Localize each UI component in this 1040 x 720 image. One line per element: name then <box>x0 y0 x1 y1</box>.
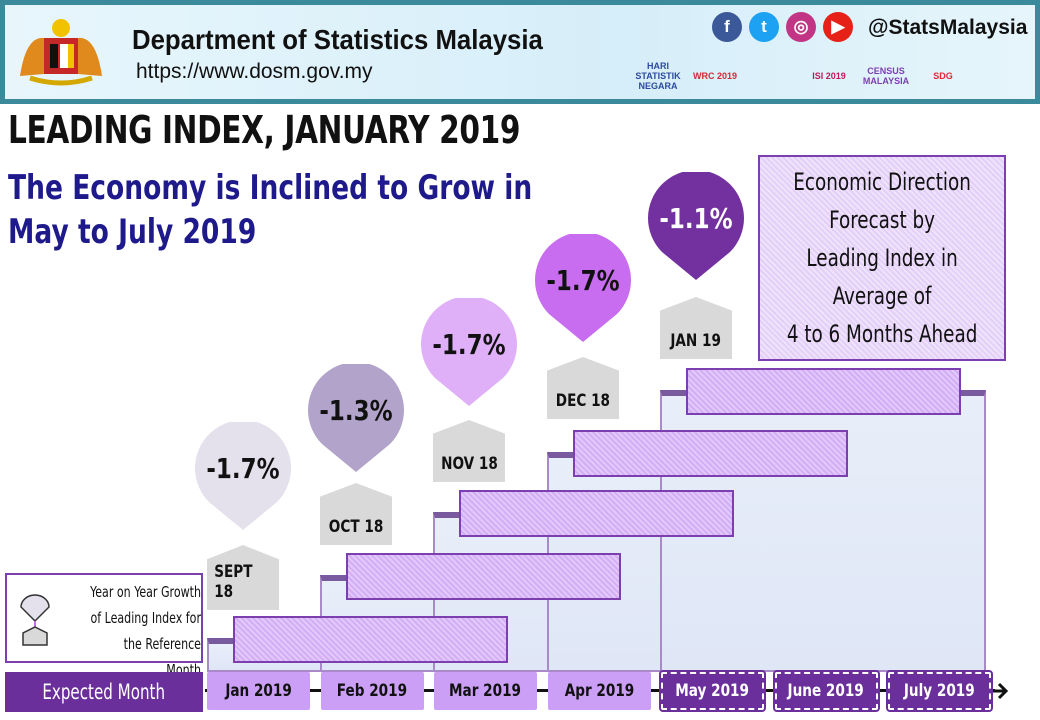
timeline-month-text: Jan 2019 <box>225 681 292 701</box>
timeline-month: Feb 2019 <box>320 672 424 710</box>
partner-logo: CENSUS MALAYSIA <box>862 66 910 86</box>
timeline-month: July 2019 <box>886 670 993 712</box>
growth-value: -1.1% <box>659 202 733 235</box>
forecast-line: Average of <box>832 282 932 310</box>
growth-value: -1.7% <box>206 452 280 485</box>
org-url[interactable]: https://www.dosm.gov.my <box>136 60 373 83</box>
reference-month-text: DEC 18 <box>555 391 611 411</box>
timeline-month-text: Feb 2019 <box>336 681 408 701</box>
timeline-month-text: Apr 2019 <box>564 681 634 701</box>
partner-logo <box>746 58 798 94</box>
timeline-month-text: May 2019 <box>675 681 750 701</box>
timeline-month-text: Mar 2019 <box>449 681 522 701</box>
page-subtitle: The Economy is Inclined to Grow in May t… <box>8 168 533 252</box>
expected-month-label: Expected Month <box>5 672 203 712</box>
reference-month-text: JAN 19 <box>670 331 722 351</box>
page-title: LEADING INDEX, JANUARY 2019 <box>8 108 521 152</box>
timeline-month: Jan 2019 <box>207 672 310 710</box>
partner-logo: ISI 2019 <box>812 71 846 81</box>
growth-value: -1.7% <box>546 264 620 297</box>
growth-value: -1.3% <box>319 394 393 427</box>
forecast-window-bar <box>686 368 961 415</box>
reference-month-text: OCT 18 <box>328 517 384 537</box>
growth-pin <box>421 298 517 406</box>
partner-logo: HARI STATISTIK NEGARA <box>635 61 681 91</box>
coat-of-arms-logo <box>20 19 102 86</box>
growth-value: -1.7% <box>432 328 506 361</box>
pin-shape <box>308 364 404 472</box>
expected-month-text: Expected Month <box>42 680 166 704</box>
timeline-month: Apr 2019 <box>547 672 651 710</box>
org-name: Department of Statistics Malaysia <box>132 24 543 55</box>
pin-shape <box>421 298 517 406</box>
forecast-line: Forecast by <box>829 206 935 234</box>
growth-pin <box>308 364 404 472</box>
forecast-window-bar <box>459 490 734 537</box>
social-handle[interactable]: @StatsMalaysia <box>868 16 1028 39</box>
reference-month-label: SEPT 18 <box>207 545 279 610</box>
twitter-icon[interactable]: t <box>749 12 779 42</box>
forecast-window-bar <box>346 553 621 600</box>
reference-month-text: SEPT 18 <box>214 562 253 602</box>
growth-pin <box>648 172 744 280</box>
reference-month-label: JAN 19 <box>660 297 732 359</box>
forecast-line: Leading Index in <box>806 244 958 272</box>
growth-pin <box>535 234 631 342</box>
timeline-month: June 2019 <box>772 670 880 712</box>
pin-shape <box>648 172 744 280</box>
growth-pin <box>195 422 291 530</box>
youtube-icon[interactable]: ▶ <box>823 12 853 42</box>
arrow-right-icon <box>992 682 1008 700</box>
header-banner <box>0 0 1040 104</box>
reference-month-label: OCT 18 <box>320 483 392 545</box>
facebook-icon[interactable]: f <box>712 12 742 42</box>
pin-shape <box>535 234 631 342</box>
legend-box: Year on Year Growth of Leading Index for… <box>5 573 203 679</box>
timeline-month: Mar 2019 <box>434 672 537 710</box>
partner-logo: WRC 2019 <box>692 71 737 81</box>
forecast-line: Economic Direction <box>793 168 971 196</box>
reference-month-text: NOV 18 <box>440 454 498 474</box>
forecast-window-bar <box>573 430 848 477</box>
pin-shape <box>195 422 291 530</box>
timeline-month-text: July 2019 <box>904 681 975 701</box>
legend-text: Year on Year Growth of Leading Index for… <box>90 583 201 679</box>
forecast-window-bar <box>233 616 508 663</box>
timeline-month: May 2019 <box>659 670 766 712</box>
pin-legend-icon <box>20 594 50 646</box>
partner-logo: SDG <box>933 71 953 81</box>
reference-month-label: DEC 18 <box>547 357 619 419</box>
forecast-line: 4 to 6 Months Ahead <box>786 320 978 348</box>
reference-month-label: NOV 18 <box>433 420 505 482</box>
instagram-icon[interactable]: ◎ <box>786 12 816 42</box>
forecast-info-box: Economic Direction Forecast by Leading I… <box>758 155 1006 361</box>
timeline-month-text: June 2019 <box>787 681 865 701</box>
